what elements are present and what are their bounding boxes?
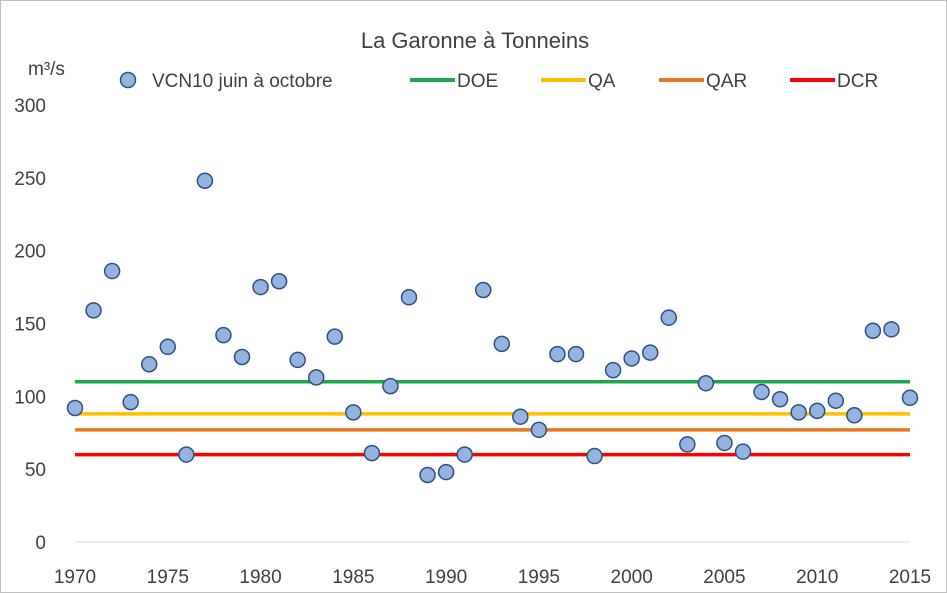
data-point [549, 345, 566, 363]
data-point [196, 172, 214, 189]
x-tick-label: 1975 [147, 567, 189, 588]
reference-lines [75, 380, 910, 457]
data-point [660, 309, 678, 326]
legend: VCN10 juin à octobre DOE QA QAR DCR [119, 71, 878, 92]
x-tick-label: 2000 [611, 567, 653, 588]
x-axis-ticks: 1970 1975 1980 1985 1990 1995 2000 2005 2010 2015 [54, 567, 931, 588]
data-point [66, 399, 84, 417]
y-axis-unit-label: m³/s [28, 59, 65, 80]
x-tick-label: 1980 [239, 567, 281, 588]
y-tick-label: 100 [14, 387, 46, 408]
data-point [289, 351, 306, 369]
data-point [419, 466, 436, 484]
data-point [679, 436, 696, 453]
data-point [270, 273, 288, 290]
y-tick-label: 0 [35, 533, 46, 554]
data-point [215, 326, 232, 344]
data-point [567, 345, 585, 363]
legend-marker-vcn10 [119, 71, 137, 89]
data-point [345, 404, 362, 421]
data-point [437, 463, 455, 481]
data-point [493, 335, 511, 353]
legend-label-vcn10: VCN10 juin à octobre [152, 71, 333, 92]
x-tick-label: 2005 [703, 567, 745, 588]
legend-label-dcr: DCR [837, 71, 878, 92]
x-tick-label: 1995 [518, 567, 560, 588]
chart-title: La Garonne à Tonneins [361, 28, 589, 53]
y-axis-ticks: 0 50 100 150 200 250 300 [14, 96, 46, 554]
data-point [716, 434, 733, 452]
data-point [753, 383, 770, 401]
data-point [901, 389, 919, 407]
y-tick-label: 250 [14, 169, 46, 190]
legend-label-qa: QA [588, 71, 616, 92]
data-point [530, 421, 548, 439]
x-tick-label: 2015 [889, 567, 931, 588]
data-point [103, 262, 121, 280]
scatter-points [66, 172, 919, 484]
data-point [827, 392, 845, 409]
data-point [159, 338, 177, 356]
data-point [85, 302, 102, 319]
y-tick-label: 300 [14, 96, 46, 117]
data-point [623, 350, 640, 367]
data-point [140, 356, 158, 373]
data-point [641, 344, 659, 361]
data-point [400, 289, 418, 306]
data-point [512, 408, 529, 425]
legend-label-qar: QAR [706, 71, 747, 92]
data-point [307, 369, 325, 386]
data-point [604, 361, 622, 379]
data-point [586, 447, 603, 465]
y-tick-label: 50 [25, 460, 46, 481]
data-point [474, 281, 492, 299]
data-point [233, 348, 251, 366]
y-tick-label: 200 [14, 242, 46, 263]
data-point [808, 402, 826, 420]
data-point [326, 328, 344, 345]
legend-label-doe: DOE [457, 71, 498, 92]
data-point [864, 322, 882, 340]
x-tick-label: 2010 [796, 567, 838, 588]
y-tick-label: 150 [14, 315, 46, 336]
data-point [734, 443, 752, 460]
x-tick-label: 1970 [54, 567, 96, 588]
data-point [122, 393, 139, 411]
data-point [363, 444, 381, 462]
x-tick-label: 1985 [332, 567, 374, 588]
data-point [252, 278, 269, 296]
data-point [382, 377, 399, 395]
x-tick-label: 1990 [425, 567, 467, 588]
data-point [883, 321, 900, 338]
data-point [456, 446, 473, 463]
data-point [771, 390, 789, 408]
data-point [790, 404, 807, 421]
data-point [178, 446, 195, 463]
data-point [697, 374, 715, 392]
data-point [846, 407, 863, 424]
